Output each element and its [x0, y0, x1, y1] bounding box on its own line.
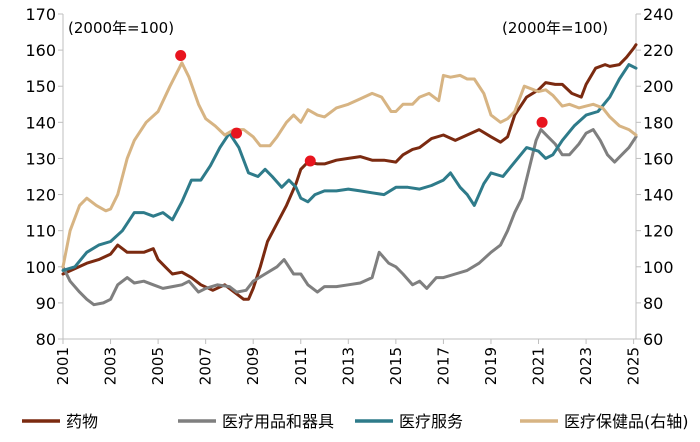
right-tick-label: 200	[643, 77, 674, 96]
x-tick-label: 2017	[434, 347, 452, 385]
right-tick-label: 220	[643, 41, 674, 60]
right-tick-label: 140	[643, 186, 674, 205]
left-tick-label: 160	[25, 41, 56, 60]
x-ticks: 2001 2003 2005 2007 2009 2011 2013 2015 2017 2019…	[54, 339, 643, 385]
x-tick-label: 2015	[387, 347, 405, 385]
series-line-3	[61, 63, 638, 272]
x-tick-label: 2003	[102, 347, 120, 385]
right-tick-label: 60	[643, 330, 663, 349]
series-line-2	[61, 128, 638, 307]
right-tick-label: 160	[643, 149, 674, 168]
x-tick-label: 2011	[292, 347, 310, 385]
peak-marker	[231, 127, 243, 139]
right-tick-label: 240	[643, 5, 674, 24]
peak-marker	[304, 155, 316, 167]
left-tick-label: 150	[25, 77, 56, 96]
peak-marker	[536, 116, 548, 128]
left-tick-label: 170	[25, 5, 56, 24]
right-tick-label: 120	[643, 222, 674, 241]
series-line-4	[61, 61, 638, 269]
left-tick-label: 140	[25, 113, 56, 132]
peak-marker	[175, 50, 187, 62]
right-tick-label: 100	[643, 258, 674, 277]
x-tick-label: 2019	[482, 347, 500, 385]
x-tick-label: 2025	[625, 347, 643, 385]
markers-layer	[175, 50, 548, 167]
right-axis-note: (2000年=100)	[502, 19, 608, 37]
legend-label: 医疗用品和器具	[222, 412, 334, 431]
plot-area	[62, 14, 637, 340]
x-tick-label: 2005	[149, 347, 167, 385]
left-axis-note: (2000年=100)	[68, 19, 174, 37]
right-tick-label: 80	[643, 294, 663, 313]
x-tick-label: 2009	[244, 347, 262, 385]
series-line-1	[61, 43, 638, 301]
x-tick-label: 2013	[339, 347, 357, 385]
left-tick-label: 100	[25, 258, 56, 277]
left-tick-label: 110	[25, 222, 56, 241]
x-tick-label: 2023	[577, 347, 595, 385]
x-tick-label: 2021	[530, 347, 548, 385]
left-tick-label: 130	[25, 149, 56, 168]
series-layer	[61, 43, 638, 307]
x-tick-label: 2001	[54, 347, 72, 385]
legend-label: 药物	[66, 412, 98, 431]
left-tick-label: 120	[25, 186, 56, 205]
legend-label: 医疗服务	[399, 412, 463, 431]
legend: 药物 医疗用品和器具 医疗服务 医疗保健品(右轴)	[22, 412, 689, 431]
legend-label: 医疗保健品(右轴)	[564, 412, 689, 431]
left-tick-label: 80	[36, 330, 56, 349]
right-y-ticks: 60 80 100 120 140 160 180 200 220 240	[636, 5, 674, 349]
left-tick-label: 90	[36, 294, 56, 313]
left-y-ticks: 80 90 100 110 120 130 140 150 160 170	[25, 5, 63, 349]
x-tick-label: 2007	[197, 347, 215, 385]
right-tick-label: 180	[643, 113, 674, 132]
